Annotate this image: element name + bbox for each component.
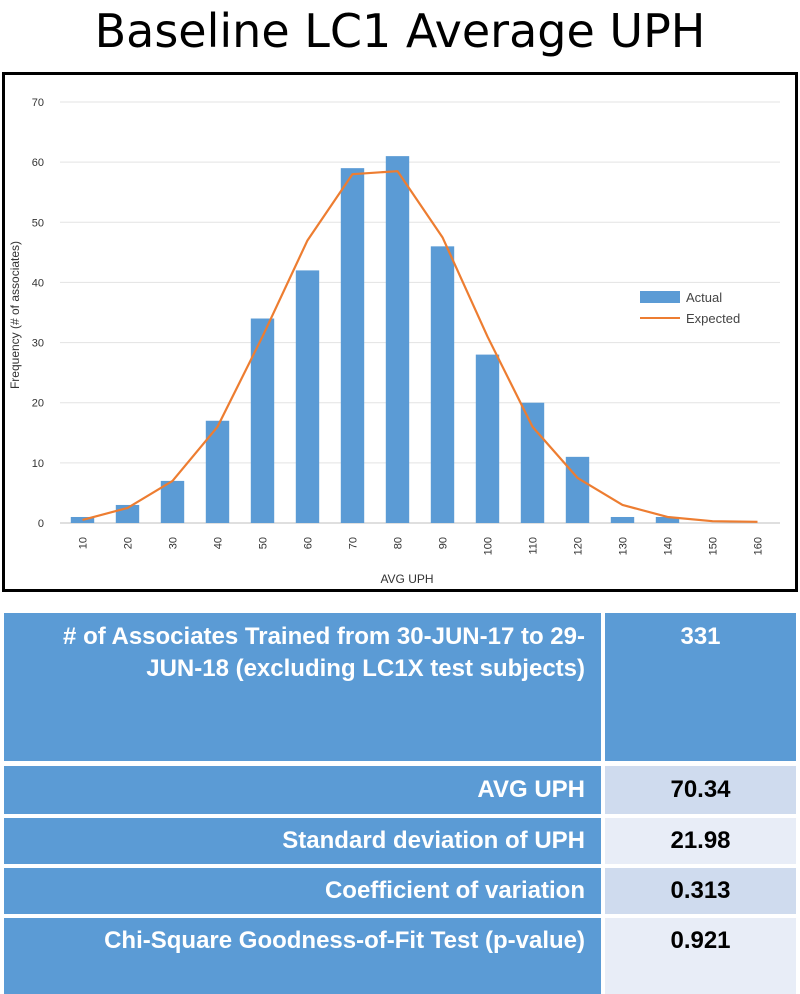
legend-expected-label: Expected	[686, 311, 740, 326]
bar-actual	[475, 354, 500, 523]
bar-actual	[610, 516, 635, 523]
x-tick-label: 10	[78, 537, 90, 549]
y-tick-label: 20	[32, 398, 44, 410]
associates-value-cell: 331	[605, 613, 796, 761]
page-title: Baseline LC1 Average UPH	[94, 4, 706, 58]
x-tick-label: 90	[438, 537, 450, 549]
expected-line	[82, 170, 758, 523]
stat-value-avg-uph: 70.34	[605, 766, 796, 814]
x-tick-label: 50	[258, 537, 270, 549]
bar-actual	[205, 420, 230, 523]
associates-label: # of Associates Trained from 30-JUN-17 t…	[63, 623, 585, 682]
x-tick-label: 130	[618, 537, 630, 555]
associates-value: 331	[680, 623, 721, 650]
y-tick-label: 50	[32, 217, 44, 229]
x-tick-label: 20	[123, 537, 135, 549]
x-tick-label: 160	[753, 537, 765, 555]
chart-legend: Actual Expected	[640, 290, 740, 326]
y-tick-label: 60	[32, 157, 44, 169]
chart-svg: 0 10 20 30 40 50 60 70 10 20 30 40 50 60 70 80 90 100 110…	[8, 97, 780, 586]
x-tick-label: 40	[213, 537, 225, 549]
bar-actual	[160, 480, 185, 523]
bar-actual	[340, 168, 365, 523]
bar-actual	[520, 402, 545, 523]
legend-actual-label: Actual	[686, 290, 722, 305]
y-tick-label: 30	[32, 338, 44, 350]
y-tick-label: 0	[38, 518, 44, 530]
stat-label-avg-uph: AVG UPH	[4, 766, 601, 814]
stat-value-std-dev: 21.98	[605, 818, 796, 864]
y-axis-title: Frequency (# of associates)	[8, 241, 22, 389]
x-tick-label: 80	[393, 537, 405, 549]
stat-label-coef-variation: Coefficient of variation	[4, 868, 601, 914]
y-tick-label: 10	[32, 458, 44, 470]
y-tick-label: 40	[32, 277, 44, 289]
bar-actual	[295, 270, 320, 523]
x-tick-label: 30	[168, 537, 180, 549]
associates-label-cell: # of Associates Trained from 30-JUN-17 t…	[4, 613, 601, 761]
x-tick-label: 70	[348, 537, 360, 549]
legend-actual-swatch	[640, 291, 680, 303]
x-tick-label: 110	[528, 537, 540, 555]
x-tick-label: 100	[483, 537, 495, 555]
x-tick-label: 140	[663, 537, 675, 555]
stat-value-chi-square: 0.921	[605, 918, 796, 994]
histogram-chart: 0 10 20 30 40 50 60 70 10 20 30 40 50 60 70 80 90 100 110…	[2, 72, 798, 592]
stat-label-chi-square: Chi-Square Goodness-of-Fit Test (p-value…	[4, 918, 601, 994]
bar-actual	[385, 156, 410, 523]
bar-actual	[250, 318, 275, 523]
bar-actual	[565, 456, 590, 523]
x-tick-label: 120	[573, 537, 585, 555]
bar-actual	[655, 516, 680, 523]
x-axis-title: AVG UPH	[380, 572, 433, 586]
x-tick-label: 150	[708, 537, 720, 555]
bar-actual	[430, 246, 455, 524]
y-tick-label: 70	[32, 97, 44, 109]
stat-label-std-dev: Standard deviation of UPH	[4, 818, 601, 864]
stat-value-coef-variation: 0.313	[605, 868, 796, 914]
x-tick-label: 60	[303, 537, 315, 549]
